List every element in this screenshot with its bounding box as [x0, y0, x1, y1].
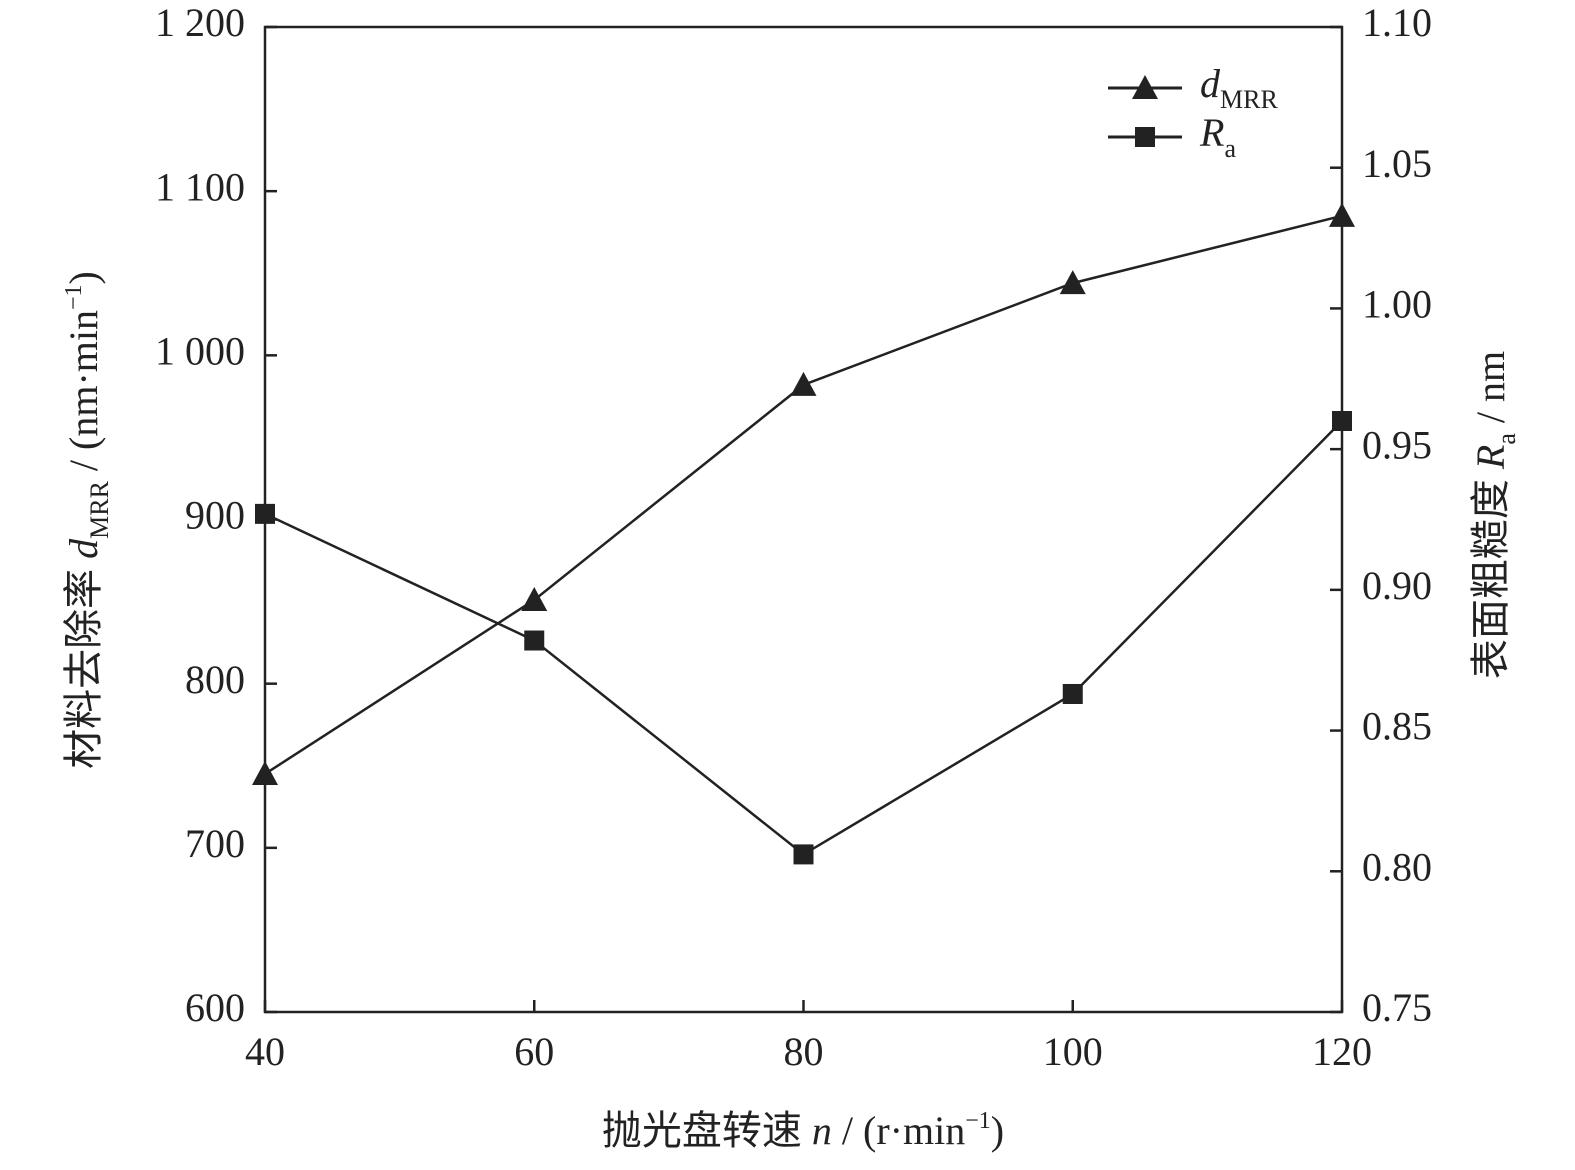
- x-tick-label: 40: [245, 1029, 285, 1074]
- label-part: / (r·min: [832, 1108, 965, 1153]
- label-part: a: [1224, 134, 1236, 163]
- triangle-marker: [790, 371, 817, 396]
- triangle-marker: [252, 760, 278, 786]
- square-marker: [255, 503, 275, 524]
- x-axis-label: 抛光盘转速 n / (r·min−1): [602, 1108, 1004, 1154]
- x-tick-label: 80: [784, 1029, 824, 1074]
- y-tick-label: 1 200: [155, 0, 245, 45]
- label-part: n: [812, 1108, 832, 1153]
- triangle-marker: [521, 586, 548, 611]
- square-marker: [1332, 411, 1352, 431]
- y2-tick-label: 0.85: [1362, 704, 1432, 749]
- square-marker: [793, 844, 814, 865]
- y2-axis-label: 表面粗糙度 Ra / nm: [1468, 351, 1521, 679]
- triangle-marker: [1132, 75, 1158, 100]
- y-tick-label: 900: [185, 493, 245, 538]
- legend-label: Ra: [1199, 110, 1236, 163]
- y2-tick-label: 0.75: [1362, 985, 1432, 1030]
- legend-label: dMRR: [1200, 61, 1278, 114]
- triangle-marker: [1059, 270, 1086, 295]
- label-part: d: [1200, 61, 1221, 106]
- label-part: 材料去除率: [61, 559, 106, 769]
- y2-tick-label: 0.90: [1362, 563, 1432, 608]
- label-part: R: [1199, 110, 1224, 155]
- x-tick-label: 60: [514, 1029, 554, 1074]
- y-tick-label: 600: [185, 985, 245, 1030]
- label-part: −1: [61, 284, 87, 310]
- y-tick-label: 1 000: [155, 329, 245, 374]
- label-part: ): [61, 271, 106, 284]
- label-part: MRR: [1220, 85, 1278, 114]
- square-marker: [1135, 127, 1155, 147]
- label-part: a: [1492, 433, 1521, 445]
- y2-tick-label: 1.10: [1362, 0, 1432, 45]
- label-part: MRR: [85, 480, 114, 538]
- series-line: [264, 420, 1343, 856]
- label-part: ): [991, 1108, 1004, 1153]
- label-part: / (nm·min: [61, 310, 106, 481]
- y-tick-label: 700: [185, 821, 245, 866]
- label-part: −1: [965, 1108, 991, 1134]
- y-tick-label: 1 100: [155, 164, 245, 209]
- y2-tick-label: 1.05: [1362, 141, 1432, 186]
- y-tick-label: 800: [185, 657, 245, 702]
- series-line: [264, 214, 1343, 776]
- x-tick-label: 120: [1312, 1029, 1372, 1074]
- square-marker: [524, 630, 545, 651]
- y2-tick-label: 0.80: [1362, 844, 1432, 889]
- label-part: 抛光盘转速: [602, 1108, 812, 1153]
- square-marker: [1062, 683, 1083, 704]
- label-part: d: [61, 538, 106, 559]
- x-tick-label: 100: [1043, 1029, 1103, 1074]
- triangle-marker: [1329, 202, 1355, 227]
- y-axis-label: 材料去除率 dMRR / (nm·min−1): [61, 271, 115, 769]
- label-part: 表面粗糙度: [1468, 469, 1513, 679]
- y2-tick-label: 1.00: [1362, 282, 1432, 327]
- label-part: / nm: [1468, 351, 1513, 433]
- label-part: R: [1468, 445, 1513, 470]
- y2-tick-label: 0.95: [1362, 422, 1432, 467]
